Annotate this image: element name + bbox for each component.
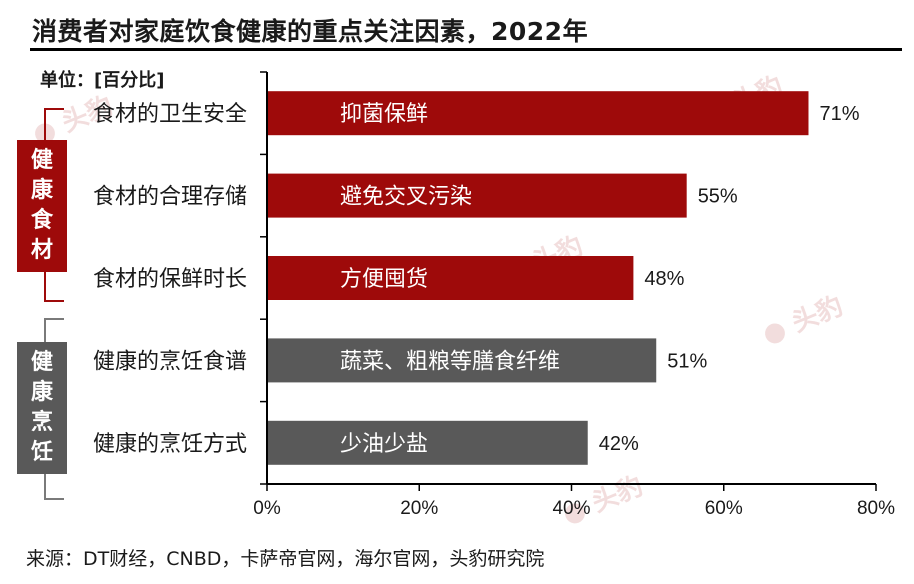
bar-inner-label: 抑菌保鲜 (340, 102, 428, 127)
category-label: 食材的保鲜时长 (93, 267, 247, 292)
group-label-text: 健康食材 (30, 148, 53, 263)
bar-inner-label: 少油少盐 (340, 432, 428, 457)
bar (268, 91, 809, 136)
x-tick-label: 60% (705, 498, 743, 519)
category-label: 健康的烹饪食谱 (93, 349, 247, 374)
group-label-text: 健康烹饪 (30, 350, 53, 465)
x-tick-label: 40% (552, 498, 590, 519)
data-label: 48% (644, 268, 684, 290)
title-rule (30, 48, 902, 51)
category-label: 健康的烹饪方式 (93, 432, 247, 457)
bar-inner-label: 方便囤货 (340, 267, 428, 292)
x-tick-label: 20% (400, 498, 438, 519)
group-label-cooking: 健康烹饪 (17, 342, 67, 474)
data-label: 71% (819, 103, 859, 125)
x-tick-label: 0% (253, 498, 281, 519)
data-label: 42% (599, 433, 639, 455)
bar (268, 338, 657, 383)
bar-inner-label: 避免交叉污染 (340, 185, 472, 210)
chart-title: 消费者对家庭饮食健康的重点关注因素，2022年 (32, 17, 589, 46)
x-tick-label: 80% (857, 498, 895, 519)
bar (268, 256, 634, 300)
data-label: 51% (667, 350, 707, 372)
bar (268, 173, 687, 218)
group-label-ingredients: 健康食材 (17, 140, 67, 272)
unit-label: 单位：[百分比] (40, 70, 165, 91)
category-label: 食材的合理存储 (93, 185, 247, 210)
source-note: 来源：DT财经，CNBD，卡萨帝官网，海尔官网，头豹研究院 (26, 548, 545, 570)
data-label: 55% (698, 186, 738, 208)
bar (268, 420, 588, 465)
bar-inner-label: 蔬菜、粗粮等膳食纤维 (340, 349, 560, 374)
category-label: 食材的卫生安全 (93, 102, 247, 127)
